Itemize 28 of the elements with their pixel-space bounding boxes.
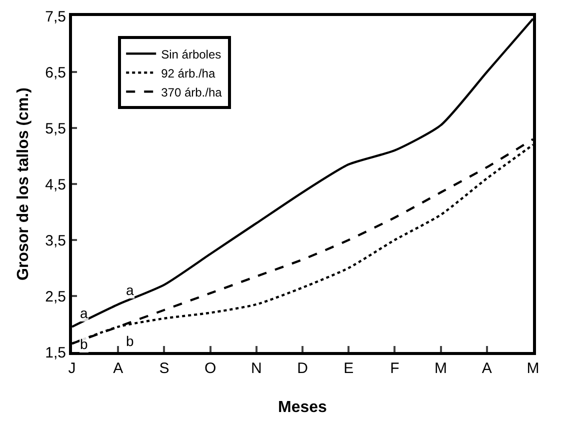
y-tick-label: 7,5 [45,8,66,26]
y-tick-label: 6,5 [45,64,66,82]
x-tick-label: D [297,360,308,377]
y-axis-title: Grosor de los tallos (cm.) [15,88,32,280]
annotation: a [126,282,134,298]
x-tick-label: O [204,360,216,377]
x-tick-label: M [526,360,540,377]
y-tick-label: 1,5 [45,344,66,362]
y-tick-label: 5,5 [45,120,66,138]
y-tick-label: 3,5 [45,232,66,250]
x-tick-label: A [482,360,492,377]
x-tick-label: N [250,360,262,377]
annotation: b [126,333,134,349]
legend-label: 370 árb./ha [161,85,222,100]
legend-label: Sin árboles [161,47,222,62]
line-series [72,18,533,328]
y-tick-label: 2,5 [45,288,66,306]
x-tick-label: F [390,360,400,377]
annotation: b [80,336,88,352]
x-axis-title: Meses [278,399,328,416]
x-tick-label: M [434,360,448,377]
x-tick-label: J [68,360,76,377]
y-tick-label: 4,5 [45,176,66,194]
x-tick-label: A [113,360,124,377]
legend-label: 92 árb./ha [161,66,216,80]
x-tick-label: E [344,360,354,377]
annotation: a [80,305,88,321]
x-tick-label: S [159,360,170,377]
